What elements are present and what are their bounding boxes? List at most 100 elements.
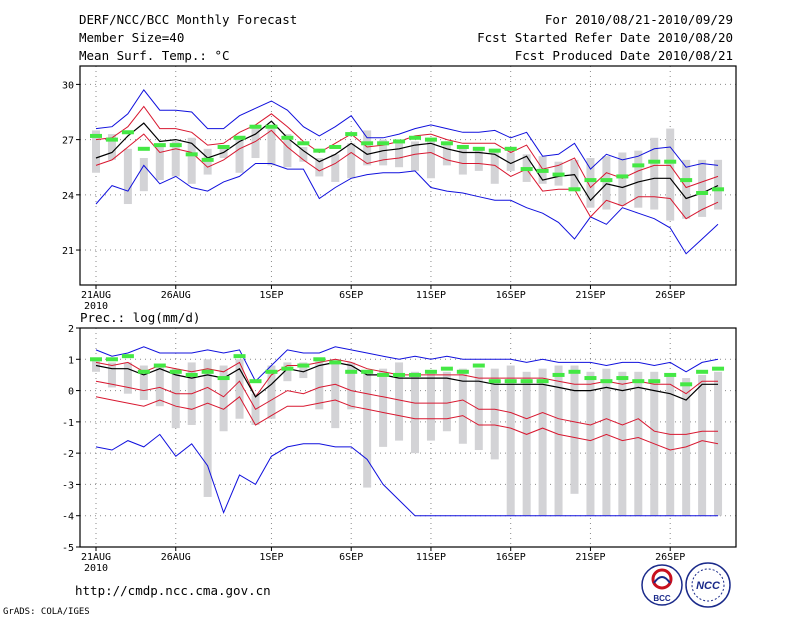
temp-climatology-mark (329, 144, 342, 149)
prec-spread-bar (107, 362, 116, 388)
prec-spread-bar (666, 374, 675, 516)
temp-spread-bar (650, 137, 659, 210)
temp-spread-bar (171, 141, 180, 177)
prec-climatology-mark (616, 376, 629, 381)
prec-spread-bar (586, 371, 595, 516)
temp-spread-bar (219, 148, 228, 159)
prec-mean-line (95, 361, 718, 401)
temp-spread-bar (506, 152, 515, 171)
prec-spread-bar (618, 371, 627, 516)
prec-spread-bar (411, 371, 419, 454)
svg-text:BCC: BCC (653, 594, 671, 603)
prec-lower-line (95, 380, 718, 435)
temp-climatology-mark (297, 141, 310, 146)
prec-spread-bar (171, 368, 180, 429)
prec-band-low-line (95, 396, 719, 451)
prec-spread-bar (379, 368, 388, 447)
temp-climatology-mark (648, 159, 661, 164)
temp-spread-bar (347, 143, 356, 179)
temp-climatology-mark (201, 157, 214, 162)
prec-y-tick-label: -5 (62, 543, 74, 554)
prec-upper-line (95, 358, 718, 398)
temp-climatology-mark (409, 135, 421, 140)
prec-spread-bar (267, 365, 276, 419)
temp-spread-bar (267, 128, 276, 166)
prec-spread-bar (698, 374, 707, 516)
prec-climatology-mark (329, 360, 342, 365)
prec-spread-bar (506, 365, 515, 516)
prec-spread-bar (363, 371, 372, 488)
prec-x-tick-label: 26SEP (655, 552, 685, 563)
temp-frame (79, 65, 737, 286)
prec-climatology-mark (361, 369, 374, 374)
temp-climatology-mark (169, 143, 182, 148)
prec-climatology-mark (393, 372, 406, 377)
temp-climatology-mark (265, 124, 278, 129)
prec-climatology-mark (345, 369, 358, 374)
prec-climatology-mark (217, 376, 230, 381)
prec-climatology-mark (600, 379, 613, 384)
prec-y-tick-label: 2 (68, 324, 74, 335)
prec-climatology-mark (488, 379, 501, 384)
prec-climatology-mark (664, 372, 677, 377)
figure-title: DERF/NCC/BCC Monthly Forecast (79, 12, 297, 27)
member-size: Member Size=40 (79, 30, 184, 45)
temp-spread-bar (299, 146, 308, 162)
prec-spread-bar (155, 365, 164, 407)
svg-text:NCC: NCC (696, 580, 721, 592)
prec-climatology-mark (632, 379, 645, 384)
temp-climatology-mark (584, 178, 597, 183)
prec-spread-bar (235, 359, 244, 419)
temp-spread-bar (474, 146, 483, 171)
temp-climatology-mark (456, 144, 469, 149)
prec-climatology-mark (696, 369, 709, 374)
temp-climatology-mark (504, 146, 517, 151)
temp-spread-bar (139, 158, 148, 192)
forecast-period: For 2010/08/21-2010/09/29 (545, 12, 733, 27)
prec-x-tick-label: 21SEP (575, 552, 605, 563)
temp-climatology-mark (680, 178, 693, 183)
temp-x-tick-year: 2010 (84, 301, 108, 312)
temp-x-tick-label: 26AUG (161, 290, 191, 301)
prec-spread-bar (219, 365, 228, 432)
temp-climatology-mark (153, 143, 166, 148)
prec-spread-bar (331, 359, 340, 429)
prec-climatology-mark (552, 372, 565, 377)
prec-climatology-mark (472, 363, 485, 368)
temp-x-tick-label: 11SEP (416, 290, 446, 301)
temp-climatology-mark (217, 144, 230, 149)
prec-min-line (95, 433, 718, 517)
prec-spread-bar (490, 368, 499, 460)
temp-x-tick-label: 26SEP (655, 290, 685, 301)
prec-spread-bar (283, 362, 292, 382)
temp-climatology-mark (281, 135, 294, 140)
forecast-produced-date: Fcst Produced Date 2010/08/21 (515, 48, 733, 63)
temp-spread-bar (123, 148, 132, 205)
temp-climatology-mark (520, 167, 533, 172)
prec-frame (79, 327, 737, 548)
temp-spread-bar (442, 143, 451, 166)
temp-climatology-mark (552, 172, 565, 177)
temp-climatology-mark (440, 141, 453, 146)
temp-spread-bar (714, 159, 723, 210)
temp-spread-bar (602, 156, 611, 210)
prec-climatology-mark (680, 382, 693, 387)
temp-climatology-mark (600, 178, 613, 183)
prec-y-tick-label: -2 (62, 449, 74, 460)
temp-climatology-mark (313, 148, 326, 153)
temp-climatology-mark (233, 135, 246, 140)
temp-y-tick-label: 27 (62, 136, 74, 147)
prec-climatology-mark (121, 354, 134, 359)
prec-spread-bar (634, 371, 643, 516)
temp-climatology-mark (632, 163, 645, 168)
prec-climatology-mark (90, 357, 102, 362)
prec-spread-bar (442, 371, 451, 432)
temp-spread-bar (634, 150, 643, 208)
temp-spread-bar (92, 130, 100, 173)
prec-spread-bar (123, 362, 132, 394)
temp-climatology-mark (472, 146, 485, 151)
prec-climatology-mark (584, 376, 597, 381)
temp-spread-bar (490, 148, 499, 184)
temp-upper-line (95, 105, 719, 189)
